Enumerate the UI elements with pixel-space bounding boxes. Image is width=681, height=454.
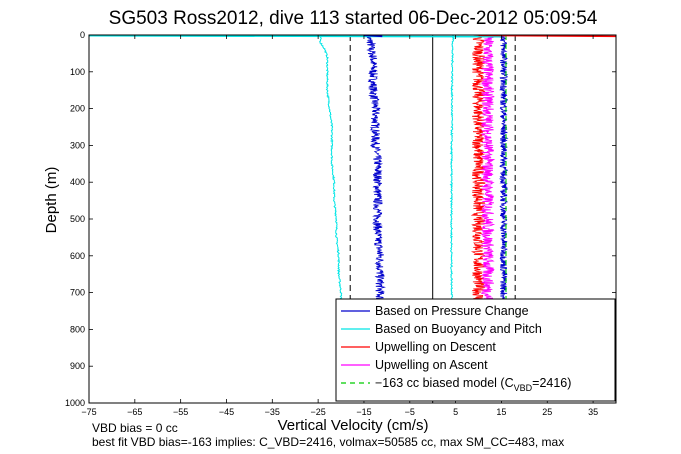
series-line-based-on-pressure-change [363,34,386,304]
y-tick-label: 0 [80,30,85,40]
y-tick-label: 200 [70,104,85,114]
x-tick-label: −65 [127,407,142,417]
x-tick-label: −25 [310,407,325,417]
chart-title: SG503 Ross2012, dive 113 started 06-Dec-… [109,8,598,29]
x-tick-label: −75 [81,407,96,417]
x-tick-label: −5 [405,407,415,417]
series-line-based-on-buoyancy-and-pitch [319,34,343,304]
legend-label-2: Upwelling on Descent [375,340,496,354]
annotation-vbd-bias: VBD bias = 0 cc [92,421,178,435]
y-tick-label: 800 [70,324,85,334]
series-layer [319,34,509,304]
y-tick-label: 900 [70,361,85,371]
legend: Based on Pressure Change Based on Buoyanc… [335,298,616,402]
surface-spike-2 [363,34,383,38]
x-tick-label: 5 [453,407,458,417]
legend-box [335,298,616,402]
y-axis-label: Depth (m) [43,167,60,234]
x-tick-label: −55 [173,407,188,417]
x-tick-label: 15 [496,407,506,417]
series-line-descent-velocity-buoyancy-model-mirrored [449,34,456,304]
x-tick-label: 25 [542,407,552,417]
legend-label-3: Upwelling on Ascent [375,358,488,372]
series-line-ascent-velocity-pressure-change [498,34,509,304]
x-tick-label: −35 [265,407,280,417]
annotation-best-fit: best fit VBD bias=-163 implies: C_VBD=24… [92,435,564,449]
y-axis-ticks: 0 100 200 300 400 500 600 700 800 900 1000 [65,30,616,408]
x-axis-label: Vertical Velocity (cm/s) [278,417,429,434]
legend-label-1: Based on Buoyancy and Pitch [375,322,542,336]
legend-label-0: Based on Pressure Change [375,304,529,318]
y-tick-label: 500 [70,214,85,224]
y-tick-label: 400 [70,177,85,187]
legend-entries: Based on Pressure Change Based on Buoyanc… [341,304,571,393]
x-tick-label: −45 [219,407,234,417]
y-tick-label: 300 [70,140,85,150]
x-tick-label: −15 [356,407,371,417]
y-tick-label: 600 [70,251,85,261]
series-line-upwelling-on-ascent [480,34,496,304]
x-tick-label: 35 [588,407,598,417]
surface-spike-0 [88,34,502,38]
y-tick-label: 100 [70,67,85,77]
x-axis-ticks: −75 −65 −55 −45 −35 −25 −15 −5 5 15 25 35 [81,35,598,417]
y-tick-label: 1000 [65,398,85,408]
y-tick-label: 700 [70,288,85,298]
